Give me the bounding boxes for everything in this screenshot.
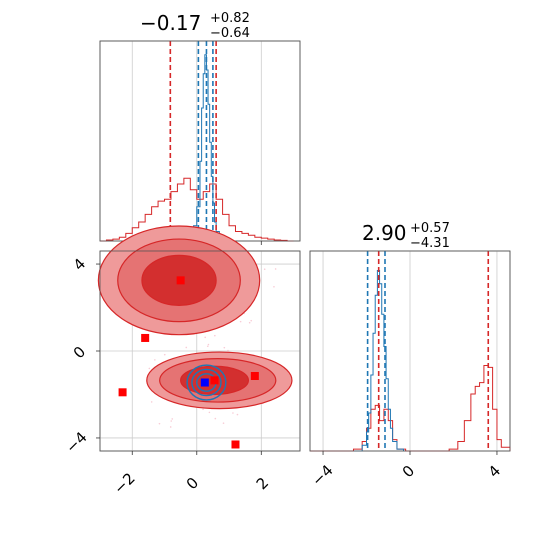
scatter-point xyxy=(185,346,188,349)
tick-label: −2 xyxy=(110,469,138,497)
scatter-point xyxy=(207,343,210,346)
scatter-point xyxy=(222,422,225,424)
marker-red xyxy=(250,372,259,380)
scatter-point xyxy=(171,418,174,420)
histogram-red xyxy=(100,177,294,242)
scatter-point xyxy=(250,319,253,322)
title-param1-plus: +0.82 xyxy=(210,11,250,26)
scatter-panel-2d xyxy=(96,225,301,455)
tick-label: 0 xyxy=(183,474,202,493)
scatter-point xyxy=(163,353,166,356)
title-param1: −0.17 +0.82 −0.64 xyxy=(140,11,250,41)
scatter-point xyxy=(227,349,229,352)
tick-label: −4 xyxy=(308,461,336,489)
marker-red xyxy=(141,333,150,342)
scatter-point xyxy=(150,401,153,403)
scatter-point xyxy=(239,320,242,323)
title-param2-minus: −4.31 xyxy=(410,236,450,251)
scatter-point xyxy=(214,417,217,420)
tick-label: 2 xyxy=(253,474,272,493)
title-param1-main: −0.17 xyxy=(140,11,201,35)
scatter-point xyxy=(223,346,226,349)
scatter-point xyxy=(170,420,173,422)
scatter-point xyxy=(154,359,156,361)
tick-label: 4 xyxy=(485,462,504,481)
tick-label: 4 xyxy=(70,255,89,274)
contour-blue xyxy=(191,368,222,397)
scatter-point xyxy=(273,286,275,288)
histogram-panel-param2 xyxy=(309,250,511,455)
title-param1-minus: −0.64 xyxy=(210,26,250,41)
scatter-point xyxy=(206,345,209,348)
contour-blue xyxy=(186,364,227,401)
scatter-point xyxy=(248,321,251,324)
scatter-point xyxy=(169,426,172,428)
marker-red xyxy=(231,440,240,449)
marker-red xyxy=(210,376,219,385)
y-ticks-param2: 4 0 −4 xyxy=(62,255,90,457)
scatter-point xyxy=(274,268,277,270)
scatter-point xyxy=(158,422,161,425)
tick-label: 0 xyxy=(399,462,418,481)
tick-label: −4 xyxy=(62,428,90,456)
marker-red xyxy=(118,388,127,397)
title-param2: 2.90 +0.57 −4.31 xyxy=(362,221,450,251)
scatter-point xyxy=(208,411,211,414)
marker-red xyxy=(176,276,185,285)
scatter-point xyxy=(204,336,206,339)
marker-blue xyxy=(200,378,209,387)
title-param2-main: 2.90 xyxy=(362,221,407,245)
histogram-panel-param1 xyxy=(99,40,301,245)
panel-border xyxy=(99,40,301,242)
scatter-point xyxy=(232,412,234,414)
title-param2-plus: +0.57 xyxy=(410,221,450,236)
panel-frame xyxy=(99,40,301,242)
tick-label: 0 xyxy=(70,343,89,362)
x-ticks-param2: −4 0 4 xyxy=(308,461,504,489)
x-ticks-param1: −2 0 2 xyxy=(110,469,272,497)
histogram-blue xyxy=(353,270,404,452)
scatter-point xyxy=(263,268,266,271)
scatter-point xyxy=(214,334,216,337)
scatter-point xyxy=(148,367,151,370)
scatter-point xyxy=(202,408,204,411)
scatter-point xyxy=(236,413,239,416)
histogram-blue xyxy=(183,54,227,242)
